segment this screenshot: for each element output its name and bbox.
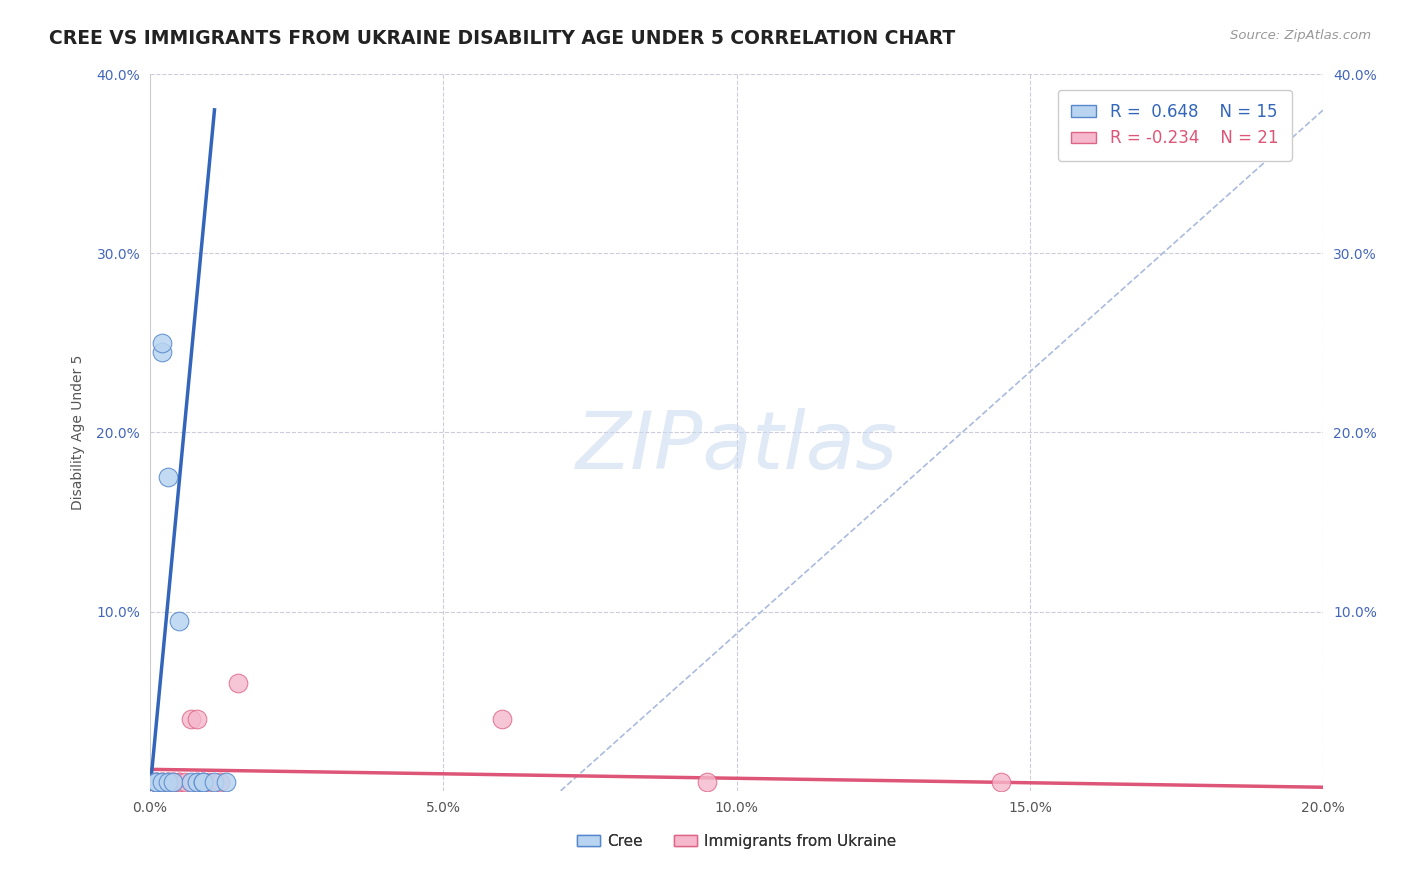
Point [209, 775, 232, 789]
Legend: Cree, Immigrants from Ukraine: Cree, Immigrants from Ukraine [571, 828, 903, 855]
Point [204, 775, 226, 789]
Point [156, 775, 179, 789]
Point [162, 775, 184, 789]
Point [197, 775, 219, 789]
Point [145, 775, 167, 789]
Point [169, 614, 191, 628]
Point [191, 775, 214, 789]
Point [150, 335, 173, 350]
Point [162, 775, 184, 789]
Point [191, 775, 214, 789]
Point [145, 775, 167, 789]
Point [150, 775, 173, 789]
Point [226, 676, 249, 690]
Point [156, 775, 179, 789]
Point [191, 775, 214, 789]
Point [174, 775, 197, 789]
Point [186, 712, 208, 726]
Point [145, 775, 167, 789]
Point [215, 775, 238, 789]
Text: CREE VS IMMIGRANTS FROM UKRAINE DISABILITY AGE UNDER 5 CORRELATION CHART: CREE VS IMMIGRANTS FROM UKRAINE DISABILI… [49, 29, 956, 47]
Point [491, 712, 513, 726]
Point [696, 775, 718, 789]
Point [180, 712, 202, 726]
Point [169, 775, 191, 789]
Y-axis label: Disability Age Under 5: Disability Age Under 5 [72, 355, 86, 510]
Point [990, 775, 1012, 789]
Point [145, 775, 167, 789]
Point [156, 775, 179, 789]
Point [162, 775, 184, 789]
Point [150, 775, 173, 789]
Text: Source: ZipAtlas.com: Source: ZipAtlas.com [1230, 29, 1371, 42]
Point [186, 775, 208, 789]
Point [150, 344, 173, 359]
Text: ZIPatlas: ZIPatlas [575, 408, 897, 486]
Point [156, 470, 179, 484]
Point [186, 775, 208, 789]
Point [180, 775, 202, 789]
Point [150, 775, 173, 789]
Point [169, 775, 191, 789]
